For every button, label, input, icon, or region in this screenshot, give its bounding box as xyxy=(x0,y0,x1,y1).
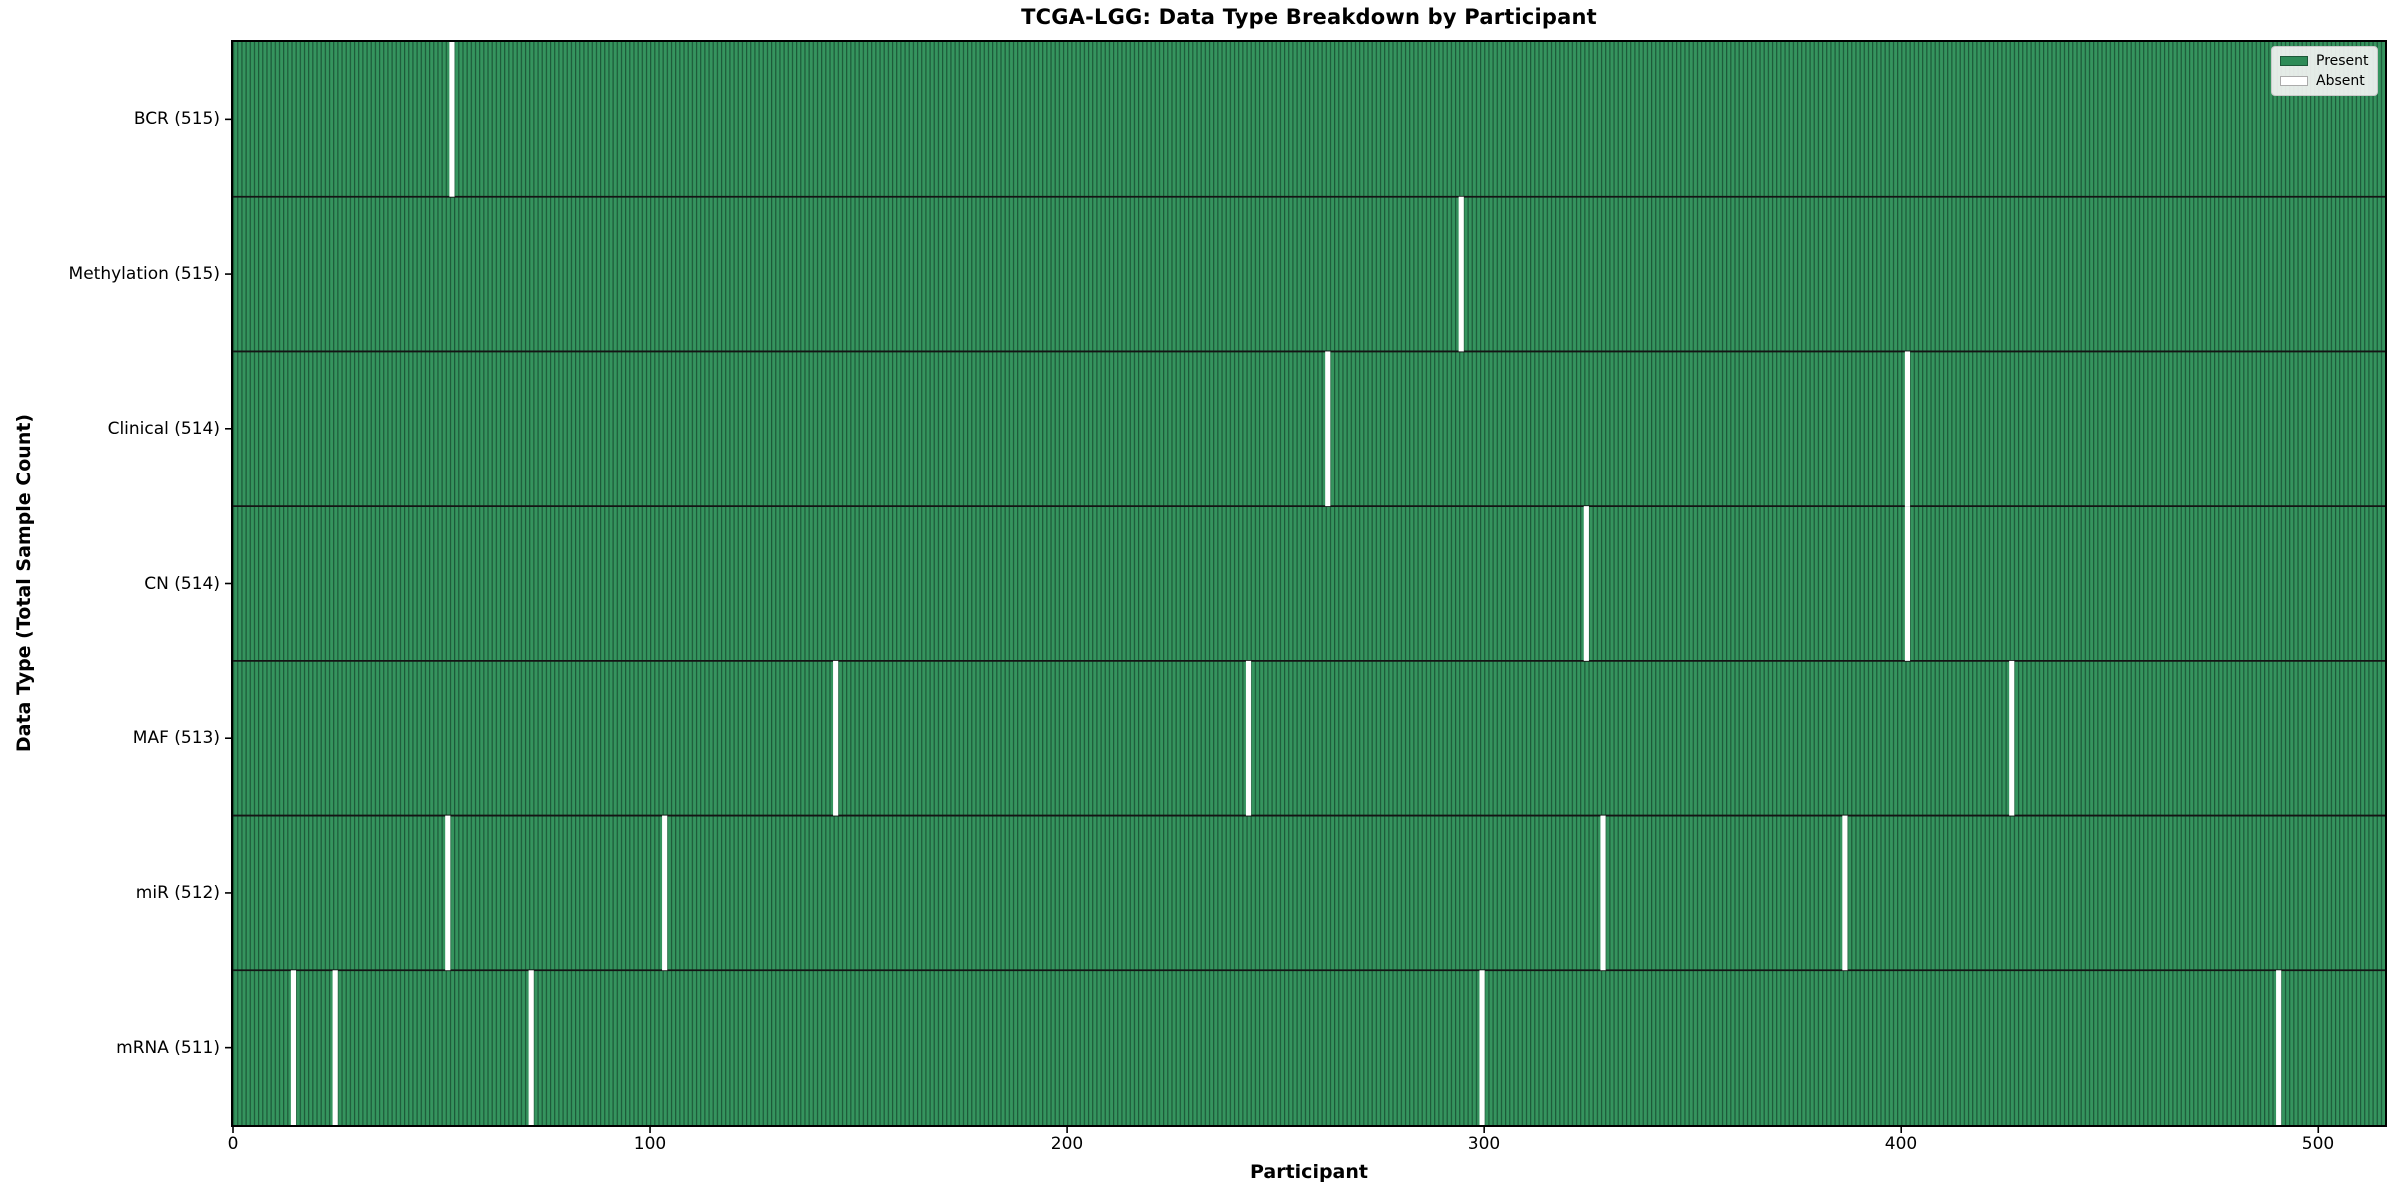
absent-cell-MAF-144 xyxy=(833,660,839,816)
absent-cell-CN-401 xyxy=(1904,506,1911,661)
legend-label-absent: Absent xyxy=(2316,73,2365,89)
absent-cell-Clinical-401 xyxy=(1904,351,1911,507)
presence-strip xyxy=(233,42,2385,1125)
x-tick-label-100: 100 xyxy=(633,1134,667,1154)
absent-swatch-icon xyxy=(2280,76,2308,86)
x-tick-label-0: 0 xyxy=(227,1134,239,1154)
y-tick-label-mir: miR (512) xyxy=(135,883,220,903)
absent-cell-CN-324 xyxy=(1583,506,1589,661)
absent-cell-Clinical-262 xyxy=(1325,351,1331,507)
y-tick-label-maf: MAF (513) xyxy=(132,728,220,748)
absent-cell-mRNA-490 xyxy=(2276,970,2282,1125)
legend-item-present: Present xyxy=(2280,54,2369,68)
absent-cell-mRNA-14 xyxy=(290,970,297,1125)
axes-border xyxy=(231,40,2387,1127)
absent-cell-miR-328 xyxy=(1600,815,1606,971)
absent-cell-MAF-426 xyxy=(2009,660,2015,816)
x-axis-label: Participant xyxy=(1249,1161,1368,1183)
absent-cell-miR-103 xyxy=(662,815,668,971)
y-tick-label-bcr: BCR (515) xyxy=(133,109,220,129)
chart-title: TCGA-LGG: Data Type Breakdown by Partici… xyxy=(1021,5,1597,29)
legend-label-present: Present xyxy=(2316,53,2369,69)
absent-cell-miR-386 xyxy=(1842,815,1848,971)
legend: Present Absent xyxy=(2271,46,2378,96)
absent-cell-BCR-52 xyxy=(449,42,455,197)
absent-cell-mRNA-299 xyxy=(1479,970,1485,1125)
y-tick-label-clinical: Clinical (514) xyxy=(107,419,220,439)
y-tick-label-cn: CN (514) xyxy=(144,574,220,594)
absent-cell-MAF-243 xyxy=(1245,660,1252,816)
x-tick-label-300: 300 xyxy=(1467,1134,1501,1154)
absent-cell-mRNA-71 xyxy=(528,970,534,1125)
x-tick-label-500: 500 xyxy=(2301,1134,2335,1154)
legend-item-absent: Absent xyxy=(2280,74,2369,88)
absent-cell-Methylation-294 xyxy=(1458,196,1464,352)
y-tick-label-mrna: mRNA (511) xyxy=(116,1038,220,1058)
absent-cell-mRNA-24 xyxy=(332,970,338,1125)
present-swatch-icon xyxy=(2280,56,2308,66)
x-tick-label-200: 200 xyxy=(1050,1134,1084,1154)
y-tick-label-methylation: Methylation (515) xyxy=(68,264,220,284)
x-tick-label-400: 400 xyxy=(1884,1134,1918,1154)
absent-cell-miR-51 xyxy=(445,815,451,971)
